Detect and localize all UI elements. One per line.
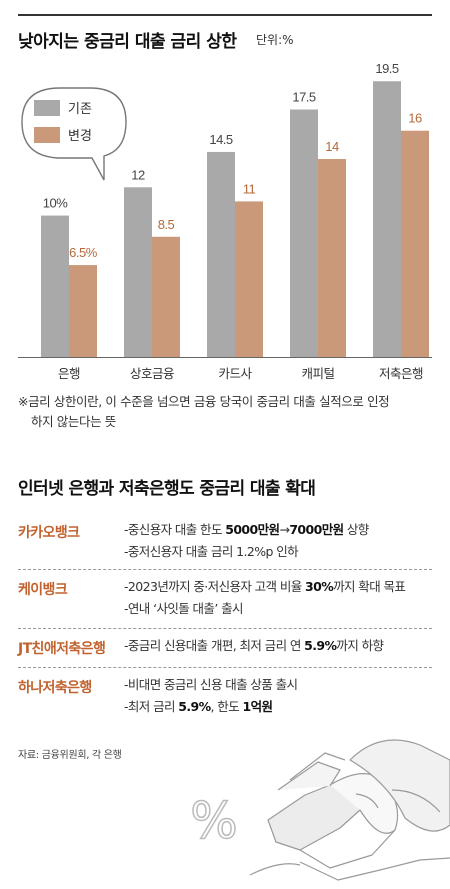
bar-변경-2 bbox=[235, 201, 263, 357]
legend-swatch-기존 bbox=[34, 100, 60, 116]
legend-label-기존: 기존 bbox=[68, 102, 92, 117]
bank-row: 카카오뱅크 -중신용자 대출 한도 5000만원→7000만원 상향 -중저신용자 … bbox=[18, 513, 432, 570]
bank-description: -2023년까지 중·저신용자 고객 비율 30%까지 확대 목표 -연내 ‘사잇… bbox=[124, 576, 406, 620]
chart-unit: 단위:% bbox=[256, 33, 294, 47]
bank-row: 케이뱅크 -2023년까지 중·저신용자 고객 비율 30%까지 확대 목표 -연내… bbox=[18, 570, 432, 629]
bank-description: -중신용자 대출 한도 5000만원→7000만원 상향 -중저신용자 대출 금리… bbox=[124, 519, 369, 563]
data-label-변경-3: 14 bbox=[325, 139, 339, 154]
bank-row: JT친애저축은행 -중금리 신용대출 개편, 최저 금리 연 5.9%까지 하향 bbox=[18, 629, 432, 668]
data-label-변경-1: 8.5 bbox=[158, 217, 175, 232]
chart-title: 낮아지는 중금리 대출 금리 상한 bbox=[18, 32, 237, 52]
category-label-3: 캐피털 bbox=[301, 366, 334, 381]
category-label-2: 카드사 bbox=[218, 366, 252, 381]
bar-변경-4 bbox=[401, 130, 429, 357]
category-label-4: 저축은행 bbox=[379, 366, 423, 381]
data-label-기존-4: 19.5 bbox=[375, 61, 399, 76]
footnote-line-1: ※금리 상한이란, 이 수준을 넘으면 금융 당국이 중금리 대출 실적으로 인… bbox=[18, 394, 390, 409]
data-label-기존-3: 17.5 bbox=[292, 90, 316, 105]
bank-name: 카카오뱅크 bbox=[18, 525, 80, 541]
data-label-변경-4: 16 bbox=[408, 111, 422, 126]
bank-table: 카카오뱅크 -중신용자 대출 한도 5000만원→7000만원 상향 -중저신용자 … bbox=[18, 513, 432, 726]
data-label-기존-2: 14.5 bbox=[209, 132, 233, 147]
bar-기존-4 bbox=[373, 81, 401, 357]
bar-변경-1 bbox=[152, 236, 180, 357]
bank-description-line: -중신용자 대출 한도 5000만원→7000만원 상향 bbox=[124, 522, 369, 537]
bank-name: JT친애저축은행 bbox=[18, 641, 106, 657]
bank-description-line: -2023년까지 중·저신용자 고객 비율 30%까지 확대 목표 bbox=[124, 579, 406, 594]
bar-변경-3 bbox=[318, 159, 346, 357]
bar-기존-1 bbox=[124, 187, 152, 357]
footnote: ※금리 상한이란, 이 수준을 넘으면 금융 당국이 중금리 대출 실적으로 인… bbox=[18, 392, 438, 432]
bank-row: 하나저축은행 -비대면 중금리 신용 대출 상품 출시 -최저 금리 5.9%, 한… bbox=[18, 668, 432, 726]
category-label-1: 상호금융 bbox=[130, 366, 174, 381]
data-label-변경-0: 6.5% bbox=[69, 245, 98, 260]
data-label-기존-0: 10% bbox=[43, 196, 68, 211]
data-label-변경-2: 11 bbox=[243, 181, 256, 196]
legend-swatch-변경 bbox=[34, 127, 60, 143]
bank-name: 케이뱅크 bbox=[18, 582, 68, 598]
bank-description-line: -중금리 신용대출 개편, 최저 금리 연 5.9%까지 하향 bbox=[124, 638, 384, 653]
section-title: 인터넷 은행과 저축은행도 중금리 대출 확대 bbox=[18, 479, 316, 499]
bar-기존-3 bbox=[290, 109, 318, 357]
hands-holding-money-icon: % bbox=[189, 739, 450, 881]
footnote-line-2: 하지 않는다는 뜻 bbox=[31, 414, 116, 429]
bank-description-line: -중저신용자 대출 금리 1.2%p 인하 bbox=[124, 544, 299, 559]
bar-기존-2 bbox=[207, 151, 235, 357]
data-label-기존-1: 12 bbox=[131, 167, 145, 182]
source-note: 자료: 금융위원회, 각 은행 bbox=[18, 750, 122, 761]
category-label-0: 은행 bbox=[58, 366, 80, 381]
bank-description-line: -연내 ‘사잇돌 대출’ 출시 bbox=[124, 601, 243, 616]
bank-name: 하나저축은행 bbox=[18, 680, 92, 696]
bar-기존-0 bbox=[41, 215, 69, 357]
percent-icon: % bbox=[190, 792, 238, 850]
top-rule bbox=[18, 14, 432, 16]
bar-변경-0 bbox=[69, 265, 97, 357]
bank-description-line: -비대면 중금리 신용 대출 상품 출시 bbox=[124, 677, 298, 692]
bar-chart: 10% 6.5% 은행 12 8.5 상호금융 14.5 11 카드사 17.5 14 캐피털 19.5… bbox=[18, 61, 432, 381]
bank-description-line: -최저 금리 5.9%, 한도 1억원 bbox=[124, 699, 273, 714]
bank-description: -비대면 중금리 신용 대출 상품 출시 -최저 금리 5.9%, 한도 1억원 bbox=[124, 674, 298, 718]
bank-description: -중금리 신용대출 개편, 최저 금리 연 5.9%까지 하향 bbox=[124, 635, 384, 657]
legend-label-변경: 변경 bbox=[68, 129, 92, 144]
